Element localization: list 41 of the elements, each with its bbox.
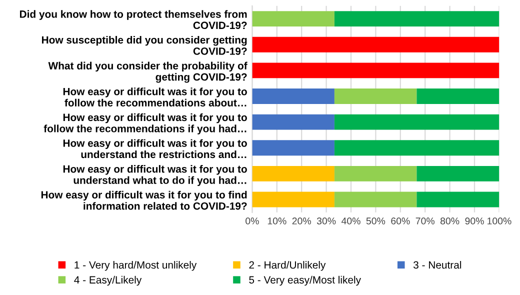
bar <box>416 88 500 104</box>
bar <box>252 88 334 104</box>
y-tick-label: How easy or difficult was it for you to follow the recommendations if you had… <box>44 113 247 134</box>
y-tick-label: Did you know how to protect themselves from COVID-19? <box>20 10 247 30</box>
x-tick-label: 80% <box>440 218 460 224</box>
y-tick-label: What did you consider the probability of getting COVID-19? <box>48 62 248 83</box>
legend-label: 4 - Easy/Likely <box>74 276 142 286</box>
bar <box>334 140 500 156</box>
bar <box>334 11 500 27</box>
bar <box>334 114 500 130</box>
bar <box>252 11 334 27</box>
bar <box>252 140 334 156</box>
legend-label: 2 - Hard/Unlikely <box>249 260 326 271</box>
legend-label: 1 - Very hard/Most unlikely <box>74 260 197 271</box>
y-tick-label: How susceptible did you consider getting COVID-19? <box>42 36 247 55</box>
bar <box>252 166 334 182</box>
x-tick-label: 100% <box>488 218 512 224</box>
bar <box>334 192 417 208</box>
bar <box>252 192 334 208</box>
bar <box>252 114 334 130</box>
bar <box>334 166 417 182</box>
y-tick-label: How easy or difficult was it for you to find information related to COVID-19? <box>41 190 247 210</box>
bar <box>252 62 500 78</box>
bar <box>416 192 500 208</box>
legend-label: 3 - Neutral <box>413 260 462 269</box>
legend-label: 5 - Very easy/Most likely <box>249 276 361 286</box>
x-tick-label: 60% <box>391 218 410 224</box>
bar <box>334 88 417 104</box>
x-tick-label: 20% <box>292 218 311 224</box>
x-tick-label: 30% <box>316 218 336 224</box>
y-tick-label: How easy or difficult was it for you to understand the restrictions and… <box>63 139 247 158</box>
x-tick-label: 70% <box>416 218 434 224</box>
bar <box>416 166 500 182</box>
x-tick-label: 40% <box>341 218 360 224</box>
y-tick-label: How easy or difficult was it for you to follow the recommendations about… <box>63 88 247 106</box>
y-tick-label: How easy or difficult was it for you to understand what to do if you had… <box>63 165 247 186</box>
x-tick-label: 0% <box>246 218 259 224</box>
bar <box>252 36 500 52</box>
x-tick-label: 10% <box>268 218 286 224</box>
x-tick-label: 50% <box>366 218 386 224</box>
x-tick-label: 90% <box>465 218 484 224</box>
